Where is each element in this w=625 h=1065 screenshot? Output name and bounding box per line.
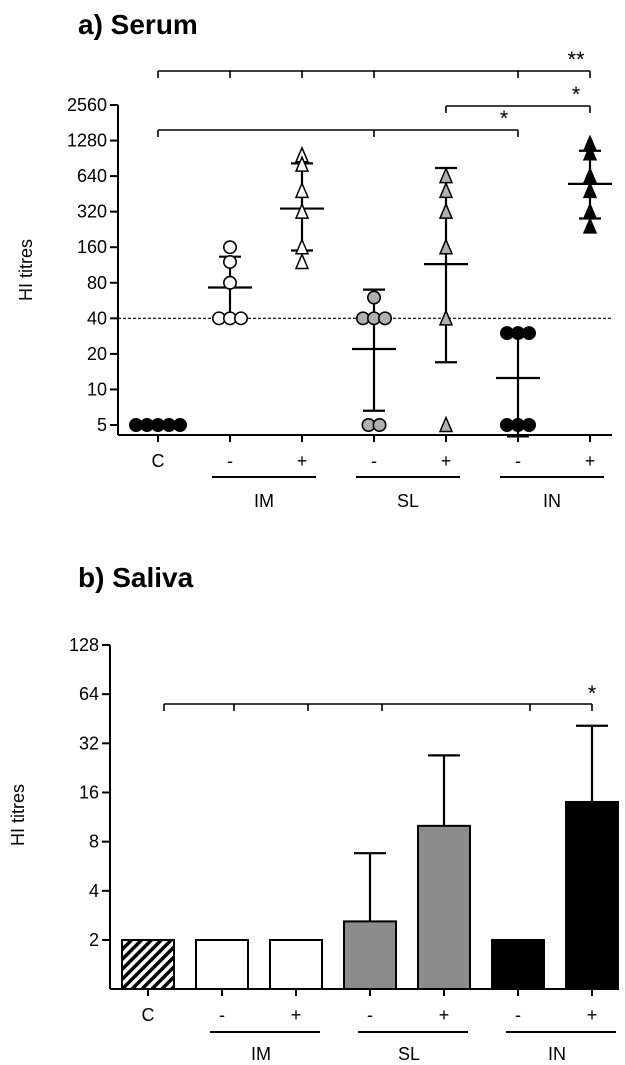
data-point	[582, 166, 598, 184]
panel-a-y-axis-label: HI titres	[16, 239, 36, 301]
data-point	[294, 155, 310, 172]
y-tick-label: 16	[79, 783, 99, 803]
panel-a-plot: 5 10 20 40 80 160 320 640 1280 2560 C - + - + - + IM SL IN *…	[67, 47, 612, 511]
panel-b-title: b) Saliva	[78, 562, 194, 593]
data-point	[294, 202, 310, 219]
x-tick-label: -	[515, 1005, 521, 1025]
significance-label: *	[588, 681, 597, 706]
data-point	[372, 417, 387, 432]
panel-a-title: a) Serum	[78, 9, 198, 40]
y-tick-label: 5	[97, 415, 107, 435]
y-tick-label: 10	[87, 379, 107, 399]
bar	[269, 939, 323, 990]
data-point	[366, 290, 381, 305]
panel-b-plot: 2 4 8 16 32 64 128 C - + - + - + IM SL IN *	[69, 635, 619, 1064]
y-tick-label: 2	[89, 930, 99, 950]
y-tick-label: 320	[77, 202, 107, 222]
significance-label: *	[500, 106, 509, 131]
data-point	[377, 311, 392, 326]
data-point	[521, 326, 536, 341]
x-tick-label: +	[587, 1005, 598, 1025]
x-tick-label: -	[367, 1005, 373, 1025]
data-point	[521, 417, 536, 432]
bar	[417, 824, 471, 991]
bar	[195, 939, 249, 990]
y-tick-label: 128	[69, 635, 99, 655]
data-point	[234, 311, 249, 326]
data-point	[582, 202, 598, 219]
x-tick-label: -	[371, 451, 377, 471]
data-point	[438, 181, 454, 199]
group-label: IN	[543, 491, 561, 511]
x-tick-label: -	[219, 1005, 225, 1025]
data-point	[582, 217, 598, 234]
y-tick-label: 640	[77, 166, 107, 186]
bar	[565, 800, 619, 991]
data-point	[582, 143, 598, 161]
group-label: IM	[251, 1044, 271, 1064]
x-tick-label: +	[439, 1005, 450, 1025]
data-point	[438, 415, 454, 433]
data-point	[438, 202, 454, 219]
x-tick-label: +	[585, 451, 596, 471]
y-tick-label: 64	[79, 684, 99, 704]
x-tick-label: C	[152, 451, 165, 471]
x-tick-label: C	[142, 1005, 155, 1025]
y-tick-label: 4	[89, 881, 99, 901]
panel-b-y-axis-label: HI titres	[8, 784, 28, 846]
data-point	[582, 181, 598, 199]
significance-label: **	[567, 47, 585, 72]
x-tick-label: +	[441, 451, 452, 471]
y-tick-label: 20	[87, 344, 107, 364]
bar	[121, 939, 175, 990]
x-tick-label: -	[227, 451, 233, 471]
data-point	[173, 417, 188, 432]
data-point	[223, 254, 238, 269]
x-tick-label: -	[515, 451, 521, 471]
data-point	[223, 275, 238, 290]
data-point	[438, 166, 454, 184]
y-tick-label: 160	[77, 237, 107, 257]
data-point	[294, 237, 310, 255]
significance-label: *	[572, 82, 581, 107]
y-tick-label: 80	[87, 273, 107, 293]
y-tick-label: 40	[87, 308, 107, 328]
data-point	[294, 181, 310, 199]
y-tick-label: 32	[79, 733, 99, 753]
data-point	[223, 240, 238, 255]
group-label: IM	[254, 491, 274, 511]
y-tick-label: 2560	[67, 95, 107, 115]
group-label: SL	[398, 1044, 420, 1064]
data-point	[294, 252, 310, 270]
bar	[491, 939, 545, 990]
data-point	[438, 237, 454, 255]
group-label: SL	[397, 491, 419, 511]
group-label: IN	[548, 1044, 566, 1064]
y-tick-label: 1280	[67, 131, 107, 151]
bar	[343, 920, 397, 990]
x-tick-label: +	[297, 451, 308, 471]
y-tick-label: 8	[89, 832, 99, 852]
data-point	[438, 308, 454, 326]
x-tick-label: +	[291, 1005, 302, 1025]
